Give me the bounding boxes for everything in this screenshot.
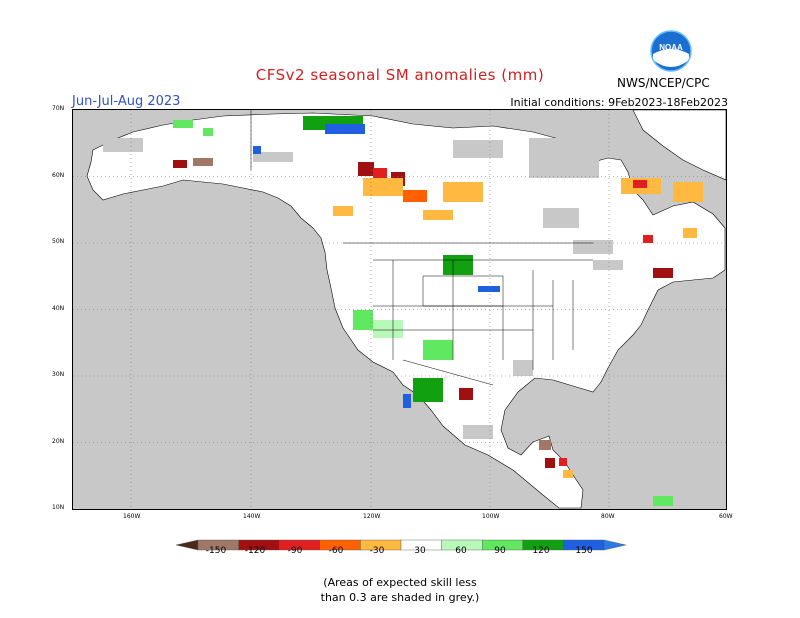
lon-label-100w: 100W <box>482 513 500 520</box>
agency-label: NWS/NCEP/CPC <box>617 76 710 90</box>
political-borders <box>250 110 593 386</box>
footnote-line-2: than 0.3 are shaded in grey.) <box>320 591 480 604</box>
lat-label-40n: 40N <box>52 305 65 312</box>
colorbar-label: 150 <box>575 546 593 556</box>
lat-label-30n: 30N <box>52 371 65 378</box>
page-title: CFSv2 seasonal SM anomalies (mm) <box>255 66 545 84</box>
colorbar-graphic <box>175 539 627 551</box>
lon-label-60w: 60W <box>719 513 733 520</box>
lat-label-20n: 20N <box>52 438 65 445</box>
lat-label-50n: 50N <box>52 238 65 245</box>
colorbar-swatch <box>175 539 199 551</box>
colorbar-label: 30 <box>414 546 426 556</box>
lat-label-60n: 60N <box>52 172 65 179</box>
low-skill-shading <box>103 138 623 439</box>
colorbar-label: 60 <box>455 546 467 556</box>
colorbar <box>175 536 627 551</box>
map-canvas <box>73 109 727 509</box>
lon-label-160w: 160W <box>123 513 141 520</box>
colorbar-label: -150 <box>205 546 227 556</box>
noaa-logo-text: NOAA <box>659 43 683 52</box>
footnote-line-1: (Areas of expected skill less <box>323 576 477 589</box>
soil-moisture-map <box>72 109 727 510</box>
lon-label-120w: 120W <box>363 513 381 520</box>
colorbar-label: -30 <box>369 546 385 556</box>
colorbar-swatch <box>603 539 627 551</box>
initial-conditions: Initial conditions: 9Feb2023-18Feb2023 <box>510 96 728 109</box>
noaa-logo: NOAA <box>650 30 692 72</box>
colorbar-label: 90 <box>494 546 506 556</box>
lat-label-10n: 10N <box>52 504 65 511</box>
colorbar-label: 120 <box>532 546 550 556</box>
colorbar-label: -60 <box>328 546 344 556</box>
lon-label-140w: 140W <box>243 513 261 520</box>
season-label: Jun-Jul-Aug 2023 <box>72 94 181 109</box>
lat-label-70n: 70N <box>52 105 65 112</box>
graticule <box>73 110 726 509</box>
anomaly-cells <box>173 116 703 506</box>
colorbar-label: -120 <box>244 546 266 556</box>
lon-label-80w: 80W <box>601 513 615 520</box>
colorbar-label: -90 <box>287 546 303 556</box>
